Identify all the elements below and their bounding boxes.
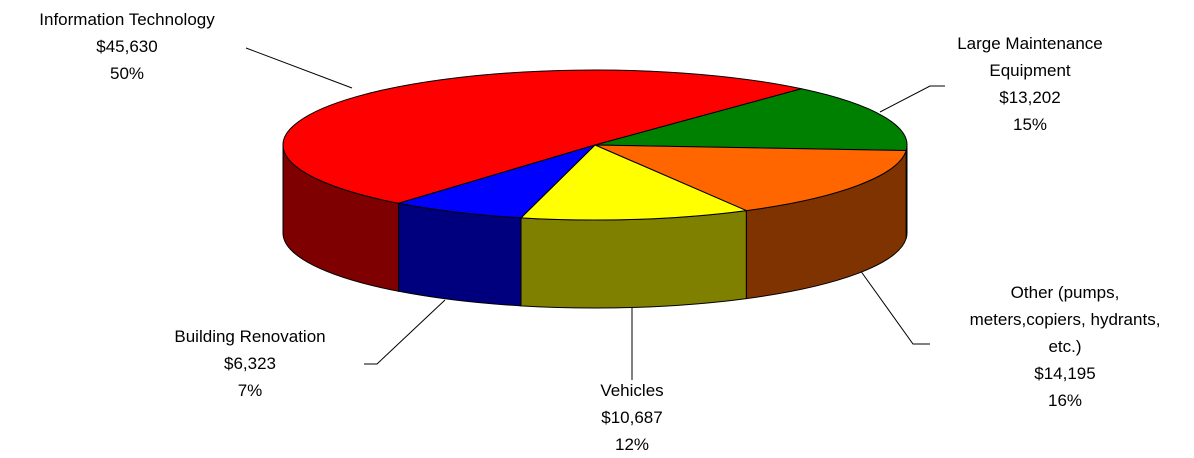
category: Vehicles bbox=[600, 381, 664, 400]
leader-line bbox=[879, 85, 945, 113]
pie-tops bbox=[282, 69, 908, 221]
category: Building Renovation bbox=[174, 327, 326, 346]
pie-slice bbox=[594, 88, 908, 152]
slice-label: Vehicles $10,687 12% bbox=[502, 377, 762, 458]
category: Other (pumps, meters,copiers, hydrants, … bbox=[969, 283, 1161, 356]
slice-label: Information Technology $45,630 50% bbox=[0, 6, 257, 87]
pie-slice bbox=[594, 144, 907, 212]
pie-side bbox=[398, 202, 522, 307]
leader-lines bbox=[245, 47, 945, 380]
category: Information Technology bbox=[39, 10, 215, 29]
leader-line bbox=[859, 269, 930, 345]
value-label: $14,195 bbox=[1034, 364, 1096, 383]
pie-sides bbox=[282, 144, 908, 309]
percent-label: 50% bbox=[109, 64, 145, 83]
pie-side bbox=[520, 210, 747, 309]
pie-slice bbox=[398, 144, 596, 219]
percent-label: 12% bbox=[614, 435, 650, 454]
percent-label: 15% bbox=[1012, 115, 1048, 134]
leader-line bbox=[245, 47, 353, 89]
slice-label: Large Maintenance Equipment $13,202 15% bbox=[900, 30, 1160, 138]
pie bbox=[282, 69, 908, 309]
value-label: $10,687 bbox=[601, 408, 663, 427]
percent-label: 7% bbox=[237, 381, 263, 400]
value-label: $45,630 bbox=[96, 37, 158, 56]
pie-slice bbox=[519, 144, 749, 221]
leader-line bbox=[364, 299, 446, 365]
pie-slice bbox=[282, 69, 802, 204]
category: Large Maintenance Equipment bbox=[957, 34, 1103, 80]
percent-label: 16% bbox=[1047, 391, 1083, 410]
value-label: $6,323 bbox=[224, 354, 276, 373]
value-label: $13,202 bbox=[999, 88, 1061, 107]
slice-label: Other (pumps, meters,copiers, hydrants, … bbox=[935, 279, 1194, 414]
slice-label: Building Renovation $6,323 7% bbox=[120, 323, 380, 404]
